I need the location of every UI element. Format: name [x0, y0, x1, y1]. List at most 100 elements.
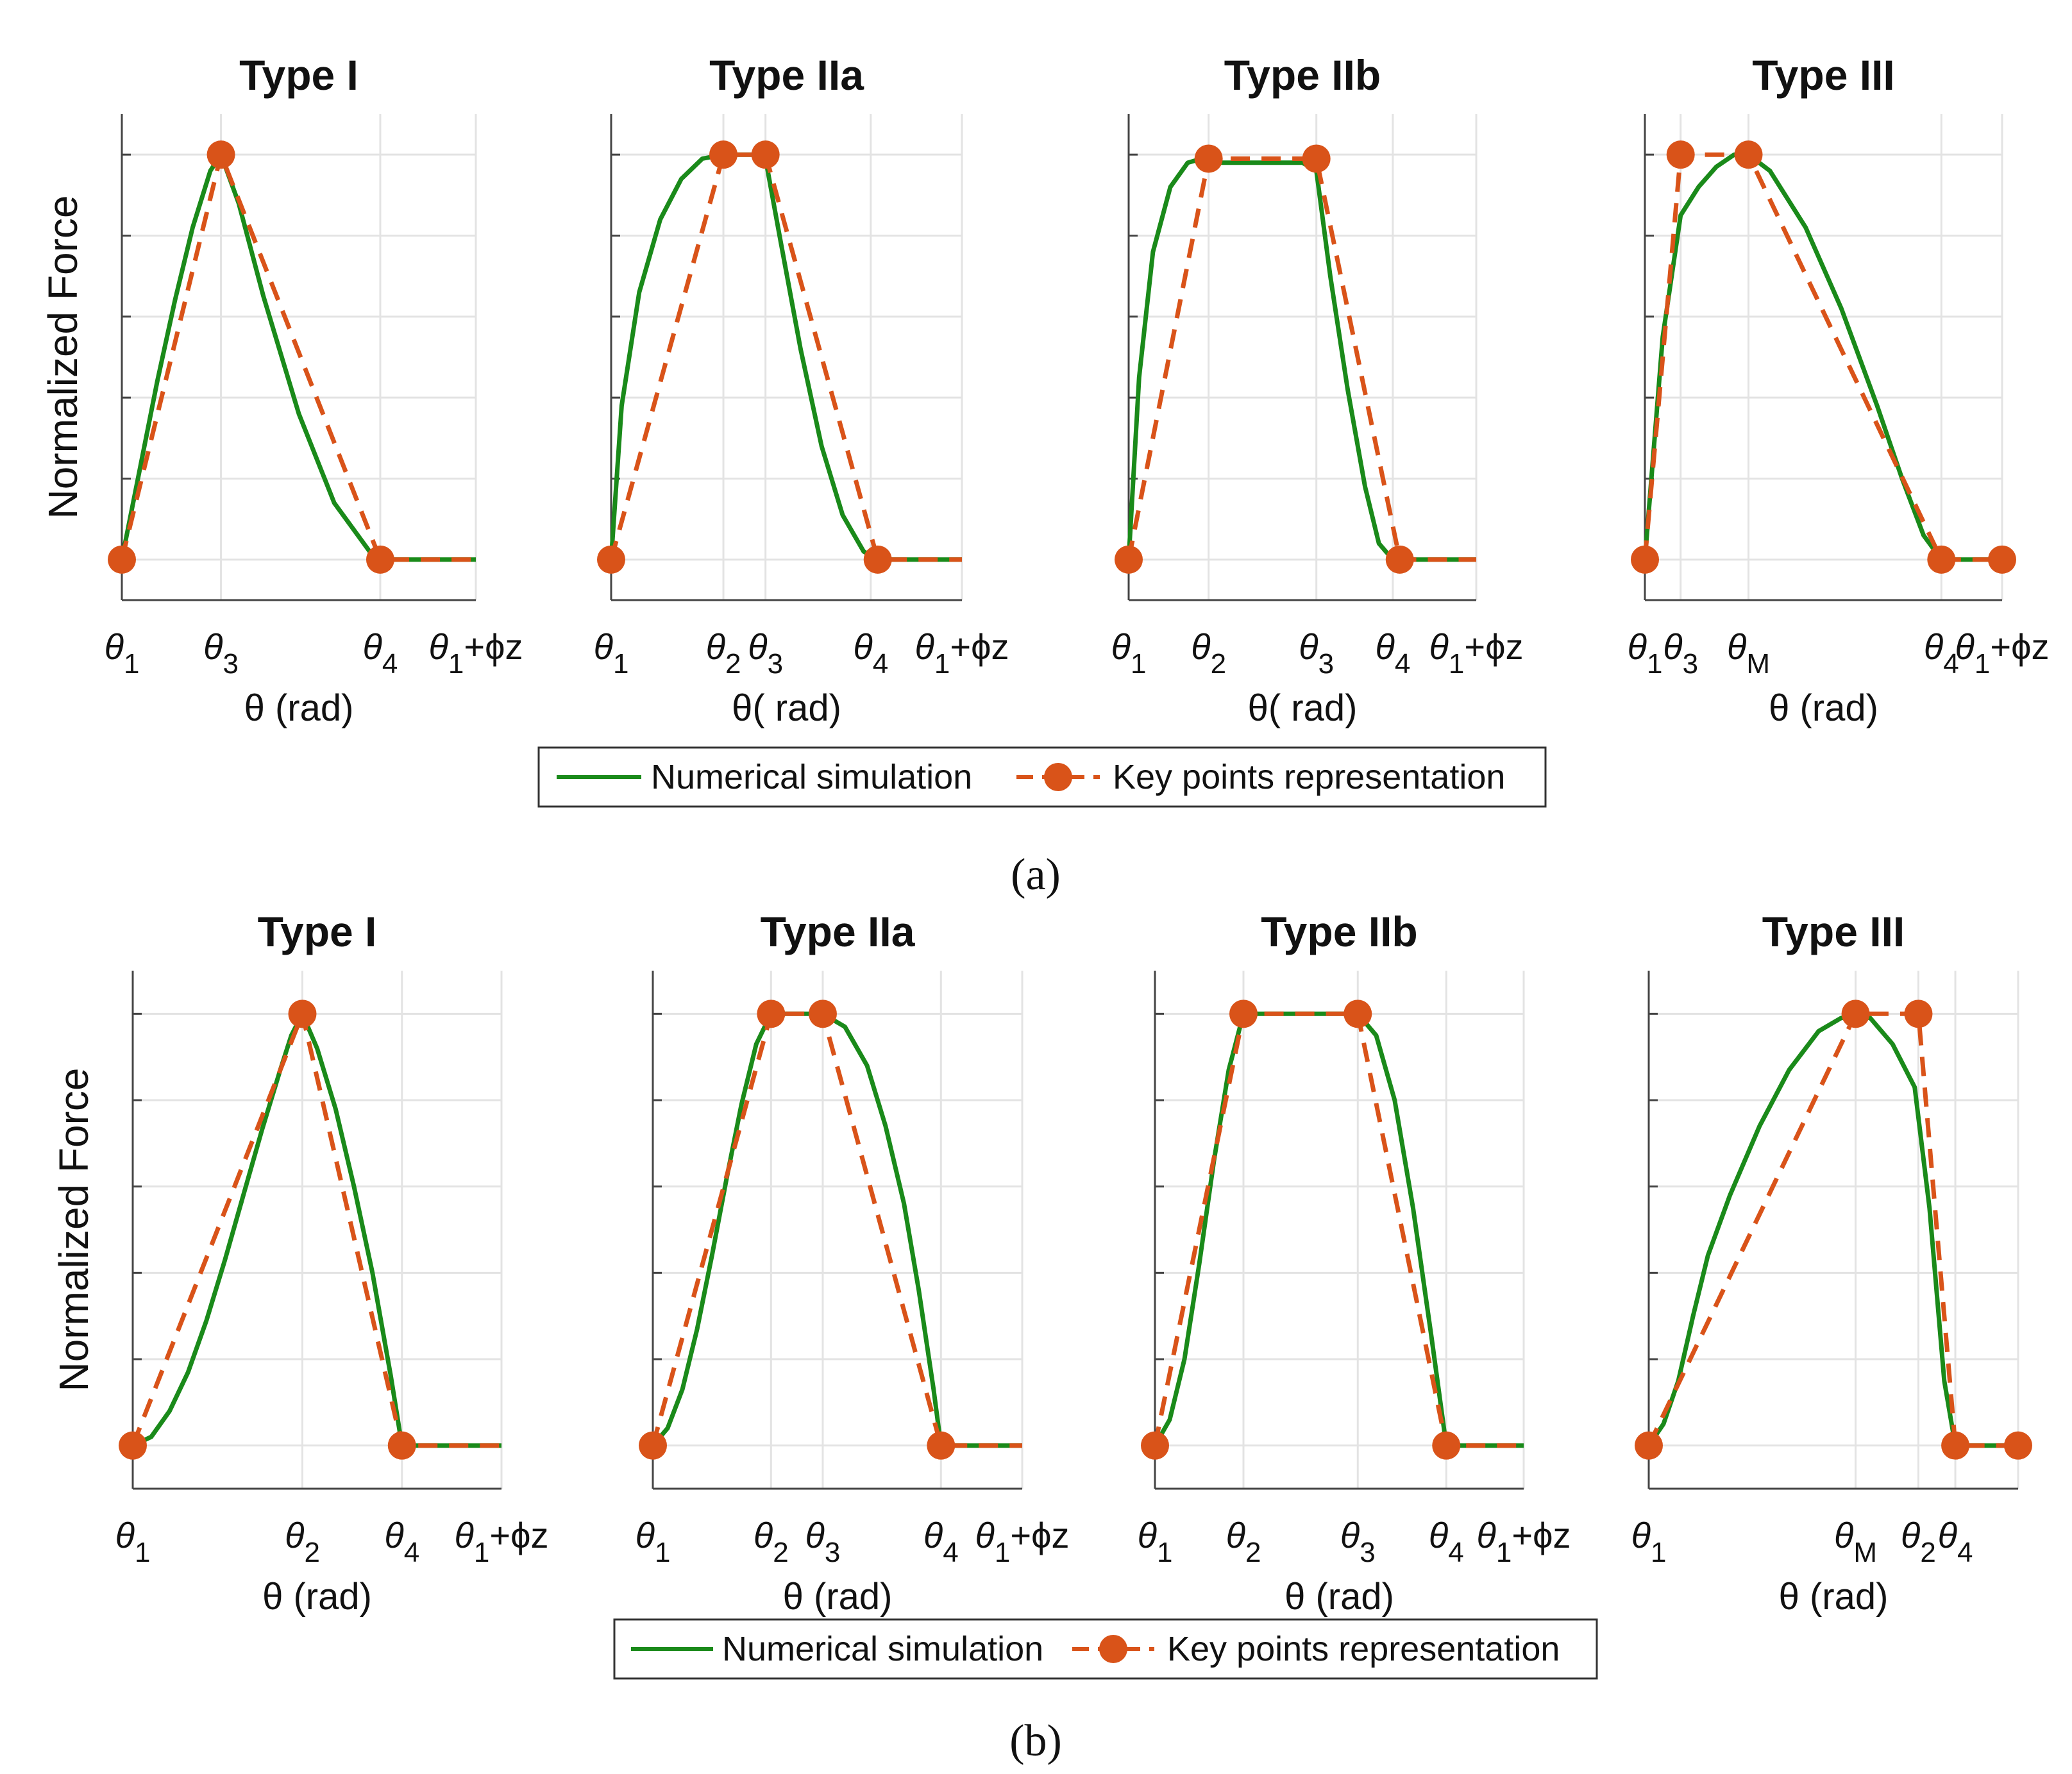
legend-sim-label: Numerical simulation — [722, 1630, 1043, 1668]
x-tick-label: θ3 — [1299, 626, 1334, 680]
x-tick-label: θ1+ϕz — [915, 626, 1009, 680]
chart-b-2: Type IIa θ1 θ2 θ3 θ4 θ1+ϕz θ (rad) — [636, 908, 1070, 1618]
key-point-marker — [108, 545, 136, 574]
charts-layer: Type Iθ1 θ3 θ4 θ1+ϕzθ (rad)Normalized Force… — [40, 51, 2049, 1618]
legend-kp-marker — [1099, 1635, 1127, 1663]
chart-b-1: Type I θ1 θ2 θ4 θ1+ϕz θ (rad) Normalized Force — [51, 908, 548, 1618]
key-point-marker — [1115, 545, 1143, 574]
chart-title: Type I — [258, 908, 377, 955]
y-axis-label: Normalized Force — [51, 1067, 97, 1391]
x-axis-label: θ (rad) — [1284, 1576, 1394, 1618]
chart-title: Type IIb — [1261, 908, 1417, 955]
chart-title: Type IIb — [1224, 51, 1381, 99]
x-tick-label: θ1+ϕz — [429, 626, 523, 680]
key-point-marker — [597, 545, 625, 574]
x-tick-label: θ2 — [1226, 1515, 1261, 1568]
x-axis-label: θ (rad) — [1769, 687, 1878, 729]
chart-title: Type III — [1752, 51, 1895, 99]
key-point-marker — [927, 1431, 956, 1460]
x-tick-label: θ3 — [1663, 626, 1698, 680]
key-point-marker — [808, 1000, 837, 1028]
key-point-marker — [1666, 140, 1695, 169]
key-point-marker — [863, 545, 892, 574]
series-numerical-simulation — [651, 1011, 1022, 1448]
x-tick-label: θ1+ϕz — [975, 1515, 1070, 1568]
key-point-marker — [639, 1431, 667, 1460]
series-key-points — [119, 147, 476, 562]
key-point-marker — [387, 1431, 416, 1460]
key-point-marker — [1635, 1431, 1663, 1460]
series-numerical-simulation — [1642, 152, 2002, 562]
x-tick-label: θ1 — [105, 626, 140, 680]
series-numerical-simulation — [131, 1011, 501, 1448]
key-point-marker — [1941, 1431, 1970, 1460]
x-tick-label: θ1 — [1138, 1515, 1173, 1568]
x-tick-label: θ2 — [1191, 626, 1226, 680]
x-tick-label: θ1 — [636, 1515, 671, 1568]
chart-title: Type IIa — [709, 51, 864, 99]
x-tick-label: θ1 — [1628, 626, 1663, 680]
panel-label-a: (a) — [1011, 850, 1061, 900]
series-numerical-simulation — [1152, 1011, 1524, 1448]
x-tick-label: θ2 — [754, 1515, 789, 1568]
key-point-marker — [1302, 144, 1331, 173]
series-key-points — [130, 1006, 501, 1448]
key-point-marker — [1841, 1000, 1870, 1028]
x-tick-label: θ3 — [1340, 1515, 1376, 1568]
key-point-marker — [1734, 140, 1763, 169]
legend-kp-label: Key points representation — [1113, 758, 1505, 796]
x-tick-label: θ3 — [748, 626, 783, 680]
key-point-marker — [1141, 1431, 1169, 1460]
x-tick-label: θ1+ϕz — [1955, 626, 2050, 680]
x-tick-label: θ4 — [1375, 626, 1410, 680]
legend-kp-label: Key points representation — [1167, 1630, 1560, 1668]
x-tick-label: θ1 — [594, 626, 629, 680]
chart-b-3: Type IIb θ1 θ2 θ3 θ4 θ1+ϕz θ (rad) — [1138, 908, 1571, 1618]
x-tick-label: θM — [1727, 626, 1770, 680]
x-tick-label: θ1 — [115, 1515, 151, 1568]
x-tick-label: θ4 — [1938, 1515, 1973, 1568]
series-key-points — [1642, 152, 2002, 562]
key-point-marker — [757, 1000, 786, 1028]
key-point-marker — [1988, 545, 2016, 574]
key-point-marker — [1343, 1000, 1372, 1028]
legend-a: Numerical simulation Key points represen… — [537, 746, 1547, 808]
x-tick-label: θM — [1834, 1515, 1877, 1568]
key-point-marker — [709, 140, 738, 169]
key-point-marker — [1631, 545, 1659, 574]
key-point-marker — [1904, 1000, 1933, 1028]
x-tick-label: θ1+ϕz — [1477, 1515, 1571, 1568]
x-tick-label: θ3 — [203, 626, 239, 680]
x-tick-label: θ4 — [923, 1515, 959, 1568]
chart-a-2: Type IIa θ1 θ2 θ3 θ4 θ1+ϕz θ( rad) — [594, 51, 1009, 729]
series-key-points — [1126, 156, 1476, 562]
x-tick-label: θ4 — [384, 1515, 419, 1568]
x-tick-label: θ1+ϕz — [455, 1515, 549, 1568]
legend-kp-marker — [1044, 763, 1072, 791]
chart-title: Type I — [239, 51, 358, 99]
legend-sim-label: Numerical simulation — [651, 758, 972, 796]
x-axis-label: θ (rad) — [244, 687, 354, 729]
key-point-marker — [288, 1000, 317, 1028]
series-numerical-simulation — [1126, 156, 1476, 562]
key-point-marker — [751, 140, 780, 169]
series-key-points — [650, 1011, 1022, 1448]
legend-b: Numerical simulation Key points represen… — [613, 1618, 1598, 1680]
x-tick-label: θ4 — [1924, 626, 1959, 680]
x-axis-label: θ (rad) — [1779, 1576, 1889, 1618]
series-numerical-simulation — [609, 152, 962, 562]
key-point-marker — [1432, 1431, 1461, 1460]
key-point-marker — [1194, 144, 1223, 173]
key-point-marker — [1927, 545, 1956, 574]
chart-a-3: Type IIb θ1 θ2 θ3 θ4 θ1+ϕz θ( rad) — [1111, 51, 1524, 729]
x-tick-label: θ4 — [853, 626, 888, 680]
chart-a-1: Type I θ1 θ3 θ4 θ1+ϕz θ (rad) Normalized Force — [40, 51, 523, 729]
series-key-points — [1646, 1011, 2018, 1448]
x-tick-label: θ1 — [1631, 1515, 1667, 1568]
chart-title: Type III — [1762, 908, 1905, 955]
panel-label-b: (b) — [1009, 1716, 1062, 1766]
x-tick-label: θ2 — [706, 626, 741, 680]
series-key-points — [1152, 1011, 1524, 1448]
